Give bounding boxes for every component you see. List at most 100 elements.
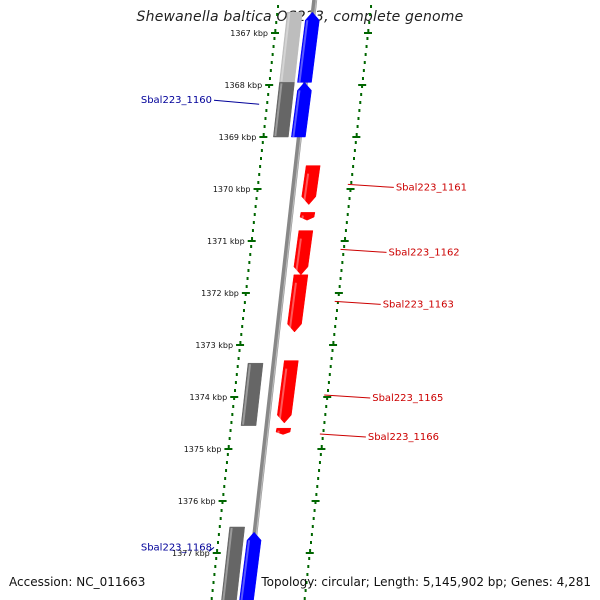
left-guide-dot	[267, 93, 270, 96]
left-guide-dot	[224, 477, 227, 480]
tick-label: 1377 kbp	[172, 549, 210, 558]
left-guide-dot	[211, 589, 214, 592]
left-guide-dot	[234, 389, 237, 392]
right-guide-dot	[356, 125, 359, 128]
gene-highlight	[242, 364, 252, 425]
left-guide-dot	[244, 293, 247, 296]
gene-highlight	[280, 13, 291, 82]
right-guide-dot	[357, 117, 360, 120]
right-guide-dot	[320, 445, 323, 448]
left-guide-dot	[252, 221, 255, 224]
right-guide-dot	[333, 333, 336, 336]
label-leader-line	[324, 394, 371, 399]
left-guide-dot	[258, 173, 261, 176]
right-guide-dot	[312, 517, 315, 520]
gene-label-right: Sbal223_1165	[372, 393, 443, 404]
right-guide-dot	[370, 5, 373, 8]
right-guide-dot	[340, 269, 343, 272]
left-guide-dot	[228, 437, 231, 440]
right-guide-dot	[323, 421, 326, 424]
gene-highlight	[302, 173, 310, 205]
right-guide-dot	[318, 461, 321, 464]
right-guide-dot	[306, 573, 309, 576]
right-guide-dot	[331, 349, 334, 352]
right-guide-dot	[359, 101, 362, 104]
right-guide-dot	[311, 525, 314, 528]
gene-highlight	[292, 90, 301, 138]
left-guide-dot	[225, 469, 228, 472]
right-guide-dot	[361, 85, 364, 88]
gene-feature-red-4	[301, 165, 321, 205]
gene-label-left: Sbal223_1160	[141, 95, 212, 106]
gene-label-right: Sbal223_1163	[383, 299, 454, 310]
right-guide-dot	[329, 365, 332, 368]
right-guide-dot	[335, 309, 338, 312]
tick-label: 1376 kbp	[178, 497, 216, 506]
tick-label: 1371 kbp	[207, 237, 245, 246]
right-guide-dot	[351, 173, 354, 176]
tick-dots	[210, 5, 373, 600]
gene-label-left: Sbal223_1168	[141, 542, 212, 553]
left-guide-dot	[234, 381, 237, 384]
tick-label: 1368 kbp	[224, 81, 262, 90]
gene-highlight	[240, 540, 251, 600]
left-guide-dot	[271, 53, 274, 56]
right-guide-dot	[313, 509, 316, 512]
left-guide-dot	[242, 309, 245, 312]
gene-highlight	[222, 527, 233, 600]
gene-highlight	[278, 368, 288, 424]
left-guide-dot	[253, 213, 256, 216]
right-guide-dot	[334, 325, 337, 328]
gene-feature-gray-1	[273, 82, 295, 138]
left-guide-dot	[269, 69, 272, 72]
left-guide-dot	[238, 349, 241, 352]
gene-feature-blue-12	[239, 531, 262, 600]
left-guide-dot	[272, 45, 275, 48]
gene-highlight	[274, 83, 283, 137]
gene-highlight	[301, 215, 304, 221]
right-guide-dot	[360, 93, 363, 96]
right-guide-dot	[347, 205, 350, 208]
gene-feature-red-7	[287, 274, 309, 333]
right-guide-dot	[363, 61, 366, 64]
tick-label: 1369 kbp	[219, 133, 257, 142]
right-guide-dot	[330, 357, 333, 360]
left-guide-dot	[214, 565, 217, 568]
gene-highlight	[277, 430, 280, 435]
scale-ticks: 1367 kbp 1368 kbp 1369 kbp 1370 kbp 1371 kbp…	[172, 29, 372, 558]
left-guide-dot	[273, 37, 276, 40]
genome-stats-text: Topology: circular; Length: 5,145,902 bp…	[261, 575, 591, 589]
left-guide-dot	[217, 533, 220, 536]
left-guide-dot	[270, 61, 273, 64]
right-guide-dot	[366, 37, 369, 40]
left-guide-dot	[233, 397, 236, 400]
right-guide-dot	[314, 501, 317, 504]
right-guide-dot	[369, 13, 372, 16]
left-guide-dot	[274, 29, 277, 32]
left-guide-dot	[268, 77, 271, 80]
right-guide-dot	[355, 133, 358, 136]
left-guide-dot	[226, 453, 229, 456]
tick-label: 1370 kbp	[213, 185, 251, 194]
left-guide-dot	[255, 197, 258, 200]
left-guide-dot	[213, 573, 216, 576]
gene-feature-red-8	[277, 360, 299, 424]
left-guide-dot	[231, 413, 234, 416]
label-leader-line	[319, 433, 366, 438]
right-guide-dot	[307, 565, 310, 568]
left-guide-dot	[259, 165, 262, 168]
left-guide-dot	[263, 125, 266, 128]
right-guide-dot	[326, 397, 329, 400]
left-guide-dot	[225, 461, 228, 464]
gene-label-right: Sbal223_1162	[389, 247, 460, 258]
right-guide-dot	[342, 253, 345, 256]
left-guide-dot	[235, 373, 238, 376]
left-guide-dot	[232, 405, 235, 408]
right-guide-dot	[358, 109, 361, 112]
left-guide-dot	[277, 5, 280, 8]
left-guide-dot	[229, 429, 232, 432]
left-guide-dot	[216, 549, 219, 552]
gene-highlight	[294, 238, 302, 275]
gene-feature-blue-3	[291, 82, 312, 138]
